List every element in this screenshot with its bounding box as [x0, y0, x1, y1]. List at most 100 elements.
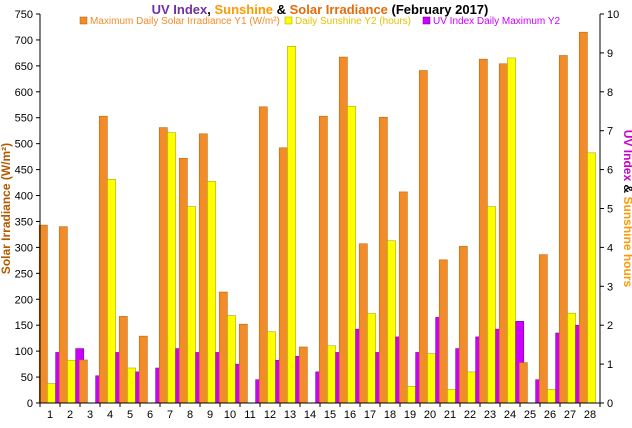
bar [207, 181, 216, 404]
left-tick-label: 300 [15, 242, 33, 254]
left-tick-label: 450 [15, 165, 33, 177]
bar [227, 315, 236, 404]
bar [467, 371, 476, 404]
bar [327, 345, 336, 404]
title-part: (February 2017) [388, 2, 488, 17]
right-tick-label: 2 [607, 320, 613, 332]
left-axis-ticks: 0 50 100 150 200 250 300 350 400 450 500 550 600 650 7… [15, 9, 40, 410]
right-tick-label: 0 [607, 398, 613, 410]
bar [518, 362, 528, 404]
bar [418, 70, 428, 404]
title-part: , [207, 2, 214, 17]
x-tick-label: 27 [564, 409, 576, 421]
right-tick-label: 3 [607, 281, 613, 293]
x-tick-label: 24 [504, 409, 516, 421]
legend-label: Maximum Daily Solar Irradiance Y1 (W/m²) [90, 16, 280, 27]
title-part: UV Index [152, 2, 208, 17]
bar [567, 312, 576, 404]
x-tick-label: 26 [544, 409, 556, 421]
right-tick-label: 7 [607, 126, 613, 138]
x-tick-label: 21 [444, 409, 456, 421]
right-axis-title: UV Index & Sunshine hours [621, 130, 632, 288]
bar [98, 115, 108, 404]
right-axis-title-part: Sunshine hours [621, 197, 632, 288]
x-tick-label: 12 [264, 409, 276, 421]
bar [498, 63, 508, 404]
bar [287, 46, 296, 404]
right-axis-title-part: UV Index [621, 130, 632, 182]
bar [538, 254, 548, 404]
right-tick-label: 8 [607, 87, 613, 99]
bar [58, 226, 68, 404]
left-tick-label: 400 [15, 191, 33, 203]
right-tick-label: 9 [607, 48, 613, 60]
x-tick-label: 15 [324, 409, 336, 421]
x-tick-label: 23 [484, 409, 496, 421]
left-tick-label: 600 [15, 87, 33, 99]
bar [218, 291, 228, 404]
x-tick-label: 22 [464, 409, 476, 421]
left-tick-label: 100 [15, 346, 33, 358]
bar [78, 359, 88, 404]
title-part: Sunshine [215, 2, 274, 17]
bar [158, 127, 168, 404]
x-tick-label: 10 [224, 409, 236, 421]
bar [47, 383, 56, 404]
right-tick-label: 5 [607, 204, 613, 216]
bar [407, 386, 416, 404]
x-tick-label: 25 [524, 409, 536, 421]
bar [298, 346, 308, 404]
bar [558, 55, 568, 404]
left-tick-label: 50 [21, 372, 33, 384]
bar [267, 331, 276, 404]
x-tick-label: 17 [364, 409, 376, 421]
bar [67, 359, 76, 404]
x-tick-label: 6 [147, 409, 153, 421]
x-tick-label: 28 [584, 409, 596, 421]
legend-swatch [79, 16, 88, 25]
bar [487, 206, 496, 404]
title-part: & [273, 2, 290, 17]
left-tick-label: 650 [15, 61, 33, 73]
right-tick-label: 1 [607, 359, 613, 371]
left-tick-label: 0 [27, 398, 33, 410]
x-tick-label: 9 [207, 409, 213, 421]
left-tick-label: 500 [15, 139, 33, 151]
bar [347, 105, 356, 404]
bar [178, 157, 188, 404]
bar [367, 313, 376, 404]
left-tick-label: 350 [15, 216, 33, 228]
legend-swatch [422, 16, 431, 25]
chart-title: UV Index, Sunshine & Solar Irradiance (F… [152, 2, 489, 17]
bar [458, 246, 468, 404]
x-tick-label: 3 [87, 409, 93, 421]
bar [447, 389, 456, 404]
left-tick-label: 150 [15, 320, 33, 332]
bar [478, 58, 488, 404]
x-tick-label: 14 [304, 409, 316, 421]
title-part: Solar Irradiance [290, 2, 388, 17]
right-tick-label: 4 [607, 242, 613, 254]
bar [127, 367, 136, 404]
left-tick-label: 750 [15, 9, 33, 21]
bar [438, 259, 448, 404]
bar [578, 31, 588, 404]
left-tick-label: 700 [15, 35, 33, 47]
left-axis-title: Solar Irradiance (W/m²) [0, 143, 13, 274]
x-tick-label: 19 [404, 409, 416, 421]
bar [587, 152, 596, 404]
x-tick-label: 1 [47, 409, 53, 421]
bar [107, 179, 116, 404]
bar [118, 316, 128, 404]
bar [378, 116, 388, 404]
x-axis-ticks: 1 2 3 4 5 6 7 8 9 10 11 12 13 14 15 16 17 18 19 20 21 22 23 24 2… [39, 403, 601, 421]
bar [238, 323, 248, 404]
bar [547, 389, 556, 404]
right-axis-title-part: & [621, 181, 632, 196]
legend-label: Daily Sunshine Y2 (hours) [295, 16, 411, 27]
x-tick-label: 16 [344, 409, 356, 421]
chart-title-text: UV Index, Sunshine & Solar Irradiance (F… [152, 2, 489, 17]
bar [258, 106, 268, 404]
